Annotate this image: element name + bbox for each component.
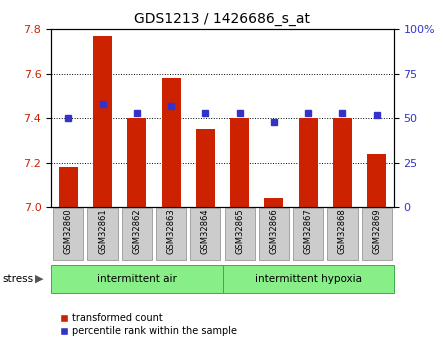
FancyBboxPatch shape bbox=[53, 208, 83, 260]
FancyBboxPatch shape bbox=[190, 208, 220, 260]
FancyBboxPatch shape bbox=[122, 208, 152, 260]
FancyBboxPatch shape bbox=[362, 208, 392, 260]
FancyBboxPatch shape bbox=[225, 208, 255, 260]
Text: GSM32860: GSM32860 bbox=[64, 209, 73, 254]
Bar bbox=[264, 198, 283, 207]
FancyBboxPatch shape bbox=[293, 208, 323, 260]
FancyBboxPatch shape bbox=[51, 265, 223, 293]
Bar bbox=[162, 78, 181, 207]
Text: GSM32863: GSM32863 bbox=[166, 209, 176, 254]
Text: GDS1213 / 1426686_s_at: GDS1213 / 1426686_s_at bbox=[134, 12, 311, 26]
Text: intermittent air: intermittent air bbox=[97, 274, 177, 284]
Legend: transformed count, percentile rank within the sample: transformed count, percentile rank withi… bbox=[56, 309, 240, 340]
Text: GSM32867: GSM32867 bbox=[303, 209, 313, 254]
Bar bbox=[127, 118, 146, 207]
FancyBboxPatch shape bbox=[156, 208, 186, 260]
Bar bbox=[299, 118, 318, 207]
Text: stress: stress bbox=[2, 274, 33, 284]
Bar bbox=[367, 154, 386, 207]
Text: intermittent hypoxia: intermittent hypoxia bbox=[255, 274, 362, 284]
Text: GSM32866: GSM32866 bbox=[269, 209, 279, 254]
Bar bbox=[333, 118, 352, 207]
FancyBboxPatch shape bbox=[259, 208, 289, 260]
Bar bbox=[230, 118, 249, 207]
Text: GSM32862: GSM32862 bbox=[132, 209, 142, 254]
Text: GSM32861: GSM32861 bbox=[98, 209, 107, 254]
Bar bbox=[59, 167, 78, 207]
Text: GSM32869: GSM32869 bbox=[372, 209, 381, 254]
FancyBboxPatch shape bbox=[328, 208, 357, 260]
Bar bbox=[196, 129, 215, 207]
Text: GSM32868: GSM32868 bbox=[338, 209, 347, 254]
Bar bbox=[93, 36, 112, 207]
Text: GSM32865: GSM32865 bbox=[235, 209, 244, 254]
Text: ▶: ▶ bbox=[35, 274, 44, 284]
Text: GSM32864: GSM32864 bbox=[201, 209, 210, 254]
FancyBboxPatch shape bbox=[88, 208, 117, 260]
FancyBboxPatch shape bbox=[222, 265, 394, 293]
